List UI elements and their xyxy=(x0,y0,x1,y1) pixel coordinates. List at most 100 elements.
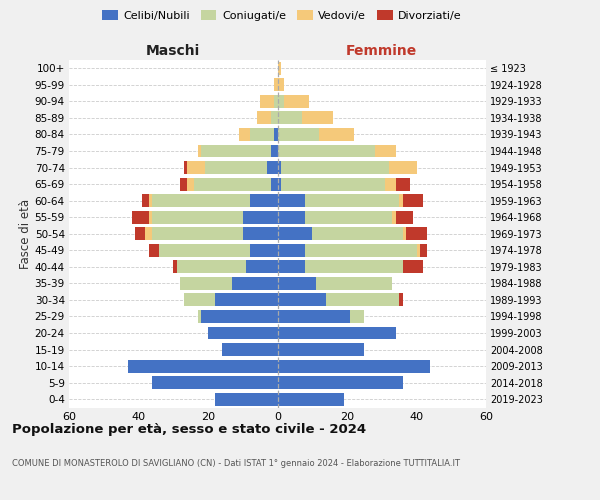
Bar xyxy=(201,310,277,323)
Text: Popolazione per età, sesso e stato civile - 2024: Popolazione per età, sesso e stato civil… xyxy=(12,422,366,436)
Bar xyxy=(152,228,277,240)
Bar xyxy=(208,326,277,340)
Bar xyxy=(277,343,364,356)
Bar xyxy=(277,78,284,92)
Bar xyxy=(260,95,277,108)
Bar xyxy=(277,194,424,207)
Bar xyxy=(215,393,277,406)
Bar xyxy=(277,277,392,290)
Bar xyxy=(277,78,284,92)
Bar xyxy=(260,95,277,108)
Bar xyxy=(184,294,277,306)
Bar xyxy=(208,326,277,340)
Bar xyxy=(177,260,277,274)
Bar xyxy=(277,95,284,108)
Bar xyxy=(277,260,403,274)
Bar xyxy=(277,277,392,290)
Bar xyxy=(135,228,277,240)
Bar xyxy=(277,343,364,356)
Bar xyxy=(277,62,281,74)
Bar xyxy=(277,161,281,174)
Bar xyxy=(277,210,392,224)
Bar xyxy=(177,260,277,274)
Bar xyxy=(271,178,277,190)
Bar xyxy=(142,194,277,207)
Bar xyxy=(277,294,399,306)
Bar xyxy=(274,78,277,92)
Bar xyxy=(277,161,416,174)
Bar xyxy=(277,310,364,323)
Bar xyxy=(277,360,430,372)
Bar xyxy=(243,228,277,240)
Bar xyxy=(277,294,403,306)
Bar xyxy=(250,244,277,257)
Bar xyxy=(145,228,277,240)
Bar xyxy=(277,244,416,257)
Bar xyxy=(180,277,277,290)
Bar xyxy=(208,326,277,340)
Bar xyxy=(277,260,403,274)
Bar xyxy=(277,310,364,323)
Bar xyxy=(277,95,309,108)
Bar xyxy=(222,343,277,356)
Bar xyxy=(277,112,333,124)
Bar xyxy=(277,376,403,389)
Bar xyxy=(246,260,277,274)
Bar xyxy=(277,393,344,406)
Bar xyxy=(232,277,277,290)
Y-axis label: Fasce di età: Fasce di età xyxy=(19,198,32,269)
Bar xyxy=(267,161,277,174)
Bar xyxy=(184,294,277,306)
Bar xyxy=(215,294,277,306)
Bar xyxy=(222,343,277,356)
Bar xyxy=(197,310,277,323)
Bar xyxy=(197,310,277,323)
Bar xyxy=(277,112,302,124)
Bar xyxy=(222,343,277,356)
Bar xyxy=(131,210,277,224)
Bar xyxy=(215,393,277,406)
Bar xyxy=(277,194,399,207)
Bar xyxy=(277,228,403,240)
Bar xyxy=(277,128,354,141)
Bar xyxy=(277,343,364,356)
Bar xyxy=(274,78,277,92)
Bar xyxy=(274,128,277,141)
Bar xyxy=(277,343,364,356)
Bar xyxy=(277,244,427,257)
Bar xyxy=(239,128,277,141)
Bar xyxy=(197,144,277,158)
Bar xyxy=(277,178,395,190)
Bar xyxy=(187,178,277,190)
Bar xyxy=(152,376,277,389)
Bar xyxy=(180,277,277,290)
Bar xyxy=(184,294,277,306)
Bar xyxy=(277,194,305,207)
Bar xyxy=(197,144,277,158)
Bar xyxy=(152,376,277,389)
Bar xyxy=(277,376,403,389)
Bar xyxy=(194,178,277,190)
Bar xyxy=(128,360,277,372)
Bar xyxy=(277,326,395,340)
Bar xyxy=(160,244,277,257)
Bar xyxy=(271,144,277,158)
Bar xyxy=(184,161,277,174)
Bar xyxy=(277,326,395,340)
Bar xyxy=(277,360,430,372)
Text: Maschi: Maschi xyxy=(146,44,200,58)
Bar xyxy=(277,360,430,372)
Bar xyxy=(277,228,427,240)
Bar xyxy=(277,144,395,158)
Bar xyxy=(239,128,277,141)
Bar xyxy=(277,161,389,174)
Bar xyxy=(277,277,316,290)
Bar xyxy=(208,326,277,340)
Text: Femmine: Femmine xyxy=(346,44,418,58)
Bar xyxy=(277,393,344,406)
Bar xyxy=(277,128,319,141)
Bar xyxy=(152,194,277,207)
Bar xyxy=(277,244,420,257)
Bar xyxy=(152,210,277,224)
Bar xyxy=(149,244,277,257)
